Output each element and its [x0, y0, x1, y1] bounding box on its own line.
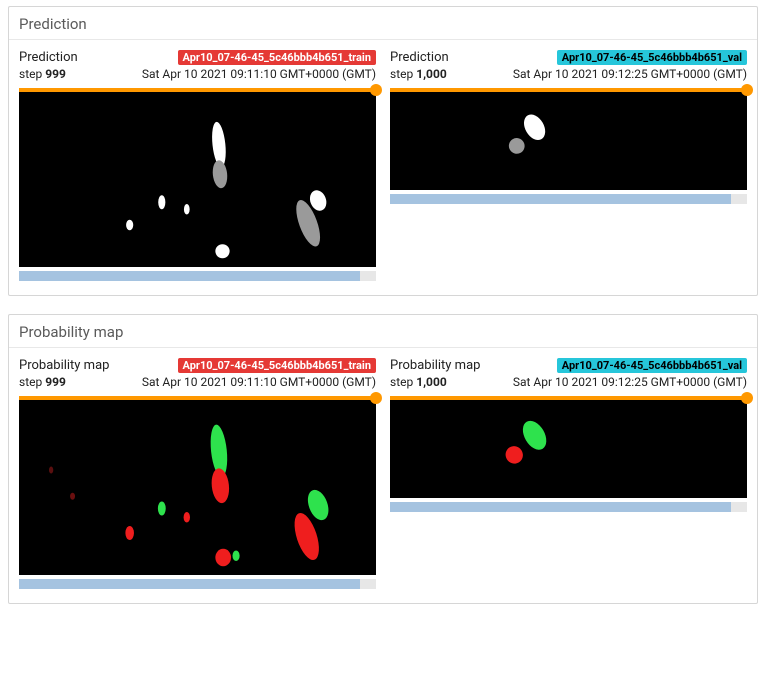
step-value: 999 [45, 67, 66, 81]
step-label: step [390, 375, 413, 389]
run-badge[interactable]: Apr10_07-46-45_5c46bbb4b651_val [557, 50, 747, 65]
image-card: Prediction step 1,000 Apr10_07-46-45_5c46b… [390, 50, 747, 281]
slider-thumb-icon[interactable] [741, 392, 753, 404]
progress-fill [19, 579, 360, 589]
progress-bar[interactable] [390, 502, 747, 512]
image-card: Prediction step 999 Apr10_07-46-45_5c46bbb… [19, 50, 376, 281]
run-badge[interactable]: Apr10_07-46-45_5c46bbb4b651_train [178, 358, 376, 373]
card-header: Probability map step 999 Apr10_07-46-45_5c… [19, 358, 376, 394]
progress-fill [390, 194, 731, 204]
section-panel: Prediction Prediction step 999 Apr10_07-46-… [8, 6, 758, 296]
run-badge[interactable]: Apr10_07-46-45_5c46bbb4b651_val [557, 358, 747, 373]
step-label: step [19, 67, 42, 81]
card-title: Probability map [19, 358, 109, 373]
slider-thumb-icon[interactable] [370, 392, 382, 404]
step-label: step [19, 375, 42, 389]
image-card: Probability map step 999 Apr10_07-46-45_5c… [19, 358, 376, 589]
progress-remainder [731, 194, 747, 204]
step-value: 1,000 [416, 67, 447, 81]
run-badge[interactable]: Apr10_07-46-45_5c46bbb4b651_train [178, 50, 376, 65]
card-header: Prediction step 1,000 Apr10_07-46-45_5c46b… [390, 50, 747, 86]
visualization-image [390, 92, 747, 190]
progress-remainder [360, 271, 376, 281]
slider-thumb-icon[interactable] [741, 84, 753, 96]
progress-fill [19, 271, 360, 281]
progress-remainder [731, 502, 747, 512]
card-timestamp: Sat Apr 10 2021 09:12:25 GMT+0000 (GMT) [513, 67, 747, 81]
card-timestamp: Sat Apr 10 2021 09:11:10 GMT+0000 (GMT) [142, 375, 376, 389]
slider-thumb-icon[interactable] [370, 84, 382, 96]
card-step: step 999 [19, 375, 66, 389]
card-timestamp: Sat Apr 10 2021 09:12:25 GMT+0000 (GMT) [513, 375, 747, 389]
step-value: 1,000 [416, 375, 447, 389]
step-slider[interactable] [19, 396, 376, 400]
card-header: Prediction step 999 Apr10_07-46-45_5c46bbb… [19, 50, 376, 86]
image-card: Probability map step 1,000 Apr10_07-46-45_… [390, 358, 747, 589]
step-slider[interactable] [19, 88, 376, 92]
card-step: step 1,000 [390, 67, 447, 81]
visualization-image [19, 400, 376, 575]
card-title: Prediction [390, 50, 449, 65]
card-header: Probability map step 1,000 Apr10_07-46-45_… [390, 358, 747, 394]
progress-bar[interactable] [19, 271, 376, 281]
card-step: step 999 [19, 67, 66, 81]
step-value: 999 [45, 375, 66, 389]
progress-bar[interactable] [390, 194, 747, 204]
section-title[interactable]: Probability map [9, 315, 757, 348]
progress-fill [390, 502, 731, 512]
card-title: Probability map [390, 358, 480, 373]
step-slider[interactable] [390, 396, 747, 400]
progress-remainder [360, 579, 376, 589]
step-slider[interactable] [390, 88, 747, 92]
progress-bar[interactable] [19, 579, 376, 589]
section-panel: Probability map Probability map step 999 Ap… [8, 314, 758, 604]
visualization-image [19, 92, 376, 267]
card-title: Prediction [19, 50, 78, 65]
cards-row: Prediction step 999 Apr10_07-46-45_5c46bbb… [9, 40, 757, 281]
card-timestamp: Sat Apr 10 2021 09:11:10 GMT+0000 (GMT) [142, 67, 376, 81]
step-label: step [390, 67, 413, 81]
visualization-image [390, 400, 747, 498]
cards-row: Probability map step 999 Apr10_07-46-45_5c… [9, 348, 757, 589]
section-title[interactable]: Prediction [9, 7, 757, 40]
card-step: step 1,000 [390, 375, 447, 389]
